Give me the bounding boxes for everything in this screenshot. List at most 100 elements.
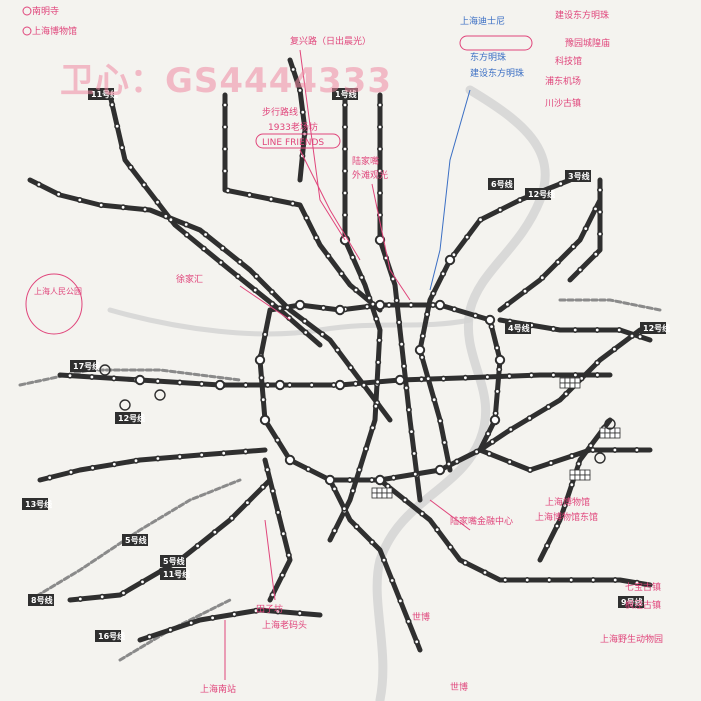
line-badge: 4号线	[505, 322, 531, 334]
station-dot	[504, 301, 511, 308]
interchange-station	[274, 379, 286, 391]
map-pin-outline	[99, 364, 111, 376]
station-dot	[411, 450, 418, 457]
checkered-terminal-icon	[569, 469, 591, 481]
station-dot	[269, 300, 276, 307]
interchange-station	[214, 379, 226, 391]
station-dot	[494, 388, 501, 395]
checkered-terminal-cell	[604, 432, 611, 439]
station-dot	[582, 225, 589, 232]
station-dot	[120, 589, 127, 596]
station-dot	[405, 406, 412, 413]
note-bullet-1	[22, 6, 32, 16]
line-badge-background	[332, 88, 358, 100]
station-dot	[352, 380, 359, 387]
checkered-terminal-cell	[386, 487, 393, 494]
interchange-station	[334, 304, 346, 316]
line-badge: 16号线	[95, 630, 125, 642]
station-dot	[473, 448, 480, 455]
station-dot	[375, 359, 382, 366]
station-dot	[284, 304, 291, 311]
station-dot	[280, 530, 287, 537]
interchange-station	[484, 314, 496, 326]
checkered-terminal-cell	[376, 492, 383, 499]
station-dot	[502, 576, 509, 583]
station-dot	[405, 618, 412, 625]
station-dot	[360, 382, 367, 389]
station-dot	[451, 306, 458, 313]
checkered-terminal-cell	[599, 427, 606, 434]
station-dot	[341, 102, 348, 109]
line-east-north	[497, 197, 603, 313]
line-badge-background	[160, 555, 186, 567]
interchange-station	[434, 299, 446, 311]
checkered-terminal-cell	[559, 377, 566, 384]
line-badge: 13号线	[22, 498, 52, 510]
station-dot	[334, 346, 341, 353]
station-dot	[146, 633, 153, 640]
station-dot	[268, 196, 275, 203]
station-dot	[403, 384, 410, 391]
station-dot	[587, 442, 594, 449]
checkered-terminal-cell	[559, 382, 566, 389]
station-dot	[259, 484, 266, 491]
station-dot	[440, 270, 447, 277]
station-dot	[472, 312, 479, 319]
station-dot	[393, 297, 400, 304]
station-dot	[356, 466, 363, 473]
station-dot	[441, 439, 448, 446]
station-dot	[430, 290, 437, 297]
station-dot	[592, 205, 599, 212]
line-badge: 5号线	[122, 534, 148, 546]
suburban-line-east	[558, 298, 662, 312]
station-dot	[262, 331, 269, 338]
line-badge-label: 16号线	[98, 631, 125, 641]
line-badge-background	[640, 322, 666, 334]
checkered-terminal-cell	[381, 487, 388, 494]
station-dot	[486, 450, 493, 457]
station-dot	[274, 608, 281, 615]
station-dot	[612, 576, 619, 583]
note-bottom-right-3: 上海野生动物园	[600, 633, 663, 645]
station-dot	[224, 187, 231, 194]
suburban-line-west	[18, 368, 242, 387]
checkered-terminal-icon	[371, 487, 393, 499]
note-tourist-2: 1933老场坊	[268, 121, 318, 133]
line-badge-label: 11号线	[91, 89, 118, 99]
station-dot	[396, 319, 403, 326]
note-bottom-center-2: 上海老码头	[262, 619, 307, 631]
map-pin-outline	[154, 389, 166, 401]
station-dot	[67, 372, 74, 379]
station-dot	[252, 287, 259, 294]
station-dot	[497, 206, 504, 213]
station-dot	[289, 200, 296, 207]
line-badge-background	[28, 594, 54, 606]
line-badge-label: 12号线	[528, 189, 555, 199]
line-badge: 8号线	[28, 594, 54, 606]
station-dot	[547, 459, 554, 466]
line-southwest	[37, 447, 268, 483]
note-left-circle	[25, 273, 83, 335]
station-dot	[76, 197, 83, 204]
station-dot	[88, 373, 95, 380]
station-dot	[408, 428, 415, 435]
interchange-station	[259, 414, 271, 426]
line-east-south	[537, 417, 613, 563]
huangpu-river	[372, 85, 550, 701]
note-bottom-center-4: 世博	[450, 681, 468, 693]
checkered-terminal-cell	[584, 474, 591, 481]
station-dot	[222, 102, 229, 109]
station-dot	[611, 346, 618, 353]
station-dot	[341, 124, 348, 131]
station-dot	[98, 202, 105, 209]
station-dot	[527, 466, 534, 473]
station-dot	[127, 164, 134, 171]
station-dot	[235, 273, 242, 280]
line-badge-background	[22, 498, 48, 510]
station-dot	[594, 326, 601, 333]
note-right-top-4: 科技馆	[555, 55, 582, 67]
line-badge-label: 9号线	[621, 597, 643, 607]
station-dot	[202, 231, 209, 238]
interchange-station	[414, 344, 426, 356]
